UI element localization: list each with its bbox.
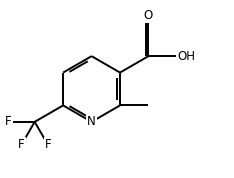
Text: N: N bbox=[87, 115, 96, 128]
Text: F: F bbox=[18, 138, 25, 151]
Text: F: F bbox=[44, 138, 51, 151]
Text: OH: OH bbox=[177, 50, 195, 63]
Text: F: F bbox=[5, 115, 12, 128]
Text: O: O bbox=[144, 9, 153, 22]
